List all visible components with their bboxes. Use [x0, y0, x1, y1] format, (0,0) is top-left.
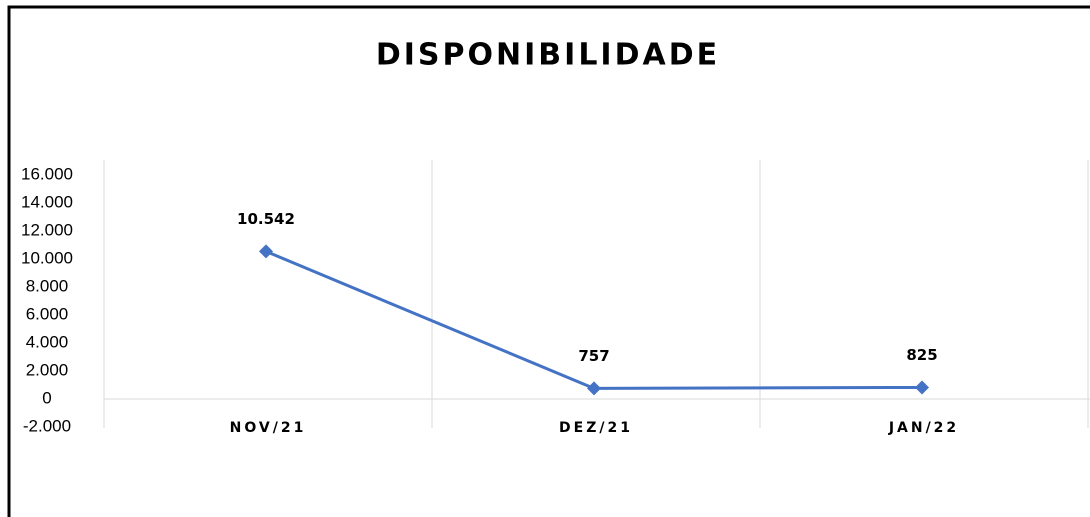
y-tick-label: 8.000: [26, 276, 69, 295]
data-point: [259, 244, 273, 259]
x-tick-label: JAN/22: [888, 420, 959, 436]
data-point: [915, 380, 929, 395]
chart-title: DISPONIBILIDADE: [376, 38, 720, 73]
y-tick-label: -2.000: [23, 416, 71, 435]
y-tick-label: 2.000: [26, 360, 69, 379]
y-tick-label: 6.000: [26, 304, 69, 323]
frame: [7, 5, 1090, 517]
x-tick-label: DEZ/21: [559, 420, 633, 436]
data-label: 10.542: [237, 210, 295, 228]
y-tick-label: 16.000: [21, 164, 73, 183]
y-tick-label: 0: [42, 388, 51, 407]
y-tick-label: 12.000: [21, 220, 73, 239]
y-tick-label: 10.000: [21, 248, 73, 267]
y-tick-label: 4.000: [26, 332, 69, 351]
data-point: [587, 381, 601, 396]
x-tick-label: NOV/21: [230, 420, 307, 436]
y-tick-label: 14.000: [21, 192, 73, 211]
data-label: 825: [906, 346, 937, 364]
data-label: 757: [578, 347, 609, 365]
